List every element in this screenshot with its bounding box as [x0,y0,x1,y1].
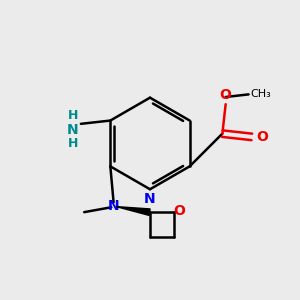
Text: N: N [108,199,119,213]
Text: H: H [68,137,78,150]
Text: CH₃: CH₃ [250,89,271,99]
Text: N: N [67,123,79,137]
Text: H: H [68,109,78,122]
Text: N: N [144,192,156,206]
Polygon shape [116,207,150,215]
Text: O: O [256,130,268,144]
Text: O: O [220,88,232,102]
Text: O: O [173,204,184,218]
